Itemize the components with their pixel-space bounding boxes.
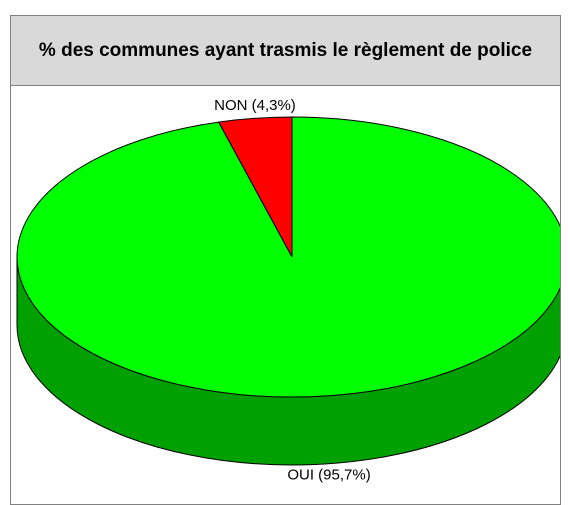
chart: NON (4,3%) OUI (95,7%): [16, 97, 560, 484]
page: % des communes ayant trasmis le règlemen…: [10, 15, 561, 505]
chart-title: % des communes ayant trasmis le règlemen…: [10, 15, 561, 86]
pie-slice: [16, 116, 560, 398]
data-label: NON (4,3%): [214, 97, 296, 114]
pie: [16, 116, 560, 466]
data-label: OUI (95,7%): [287, 467, 370, 484]
